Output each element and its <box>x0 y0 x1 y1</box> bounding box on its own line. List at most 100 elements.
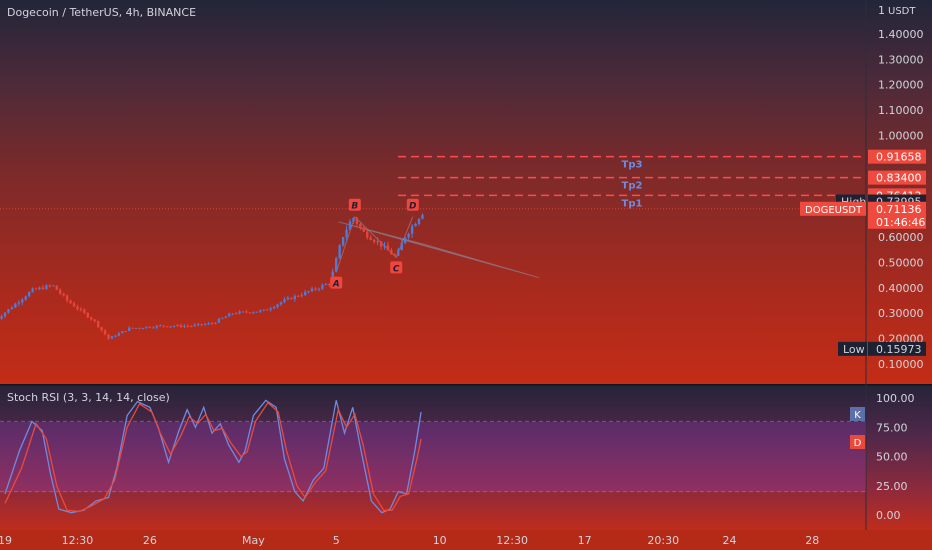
candle <box>303 291 307 296</box>
candles <box>0 213 424 340</box>
candle <box>259 310 262 312</box>
stoch-tick-label: 100.00 <box>876 392 915 405</box>
candle <box>69 300 72 304</box>
target-label-tp1: Tp1 <box>622 198 643 209</box>
candle <box>269 308 272 310</box>
stoch-legend-label-k: K <box>854 410 861 421</box>
stoch-legend-label-d: D <box>854 438 862 449</box>
candle <box>172 326 176 328</box>
candle <box>131 327 134 329</box>
candle <box>186 325 190 327</box>
candle <box>352 217 355 222</box>
candle <box>10 307 14 310</box>
pattern-point-label-c: C <box>393 264 400 274</box>
candle <box>7 309 10 313</box>
candle <box>38 287 41 290</box>
symbol-badge-label: DOGEUSDT <box>805 205 863 216</box>
candle <box>228 313 231 317</box>
price-tick-label: 1.30000 <box>878 53 924 66</box>
candle <box>410 226 414 234</box>
price-tick-label: 0.10000 <box>878 358 924 371</box>
candle <box>286 297 290 300</box>
stoch-tick-label: 50.00 <box>876 451 908 464</box>
stoch-tick-label: 75.00 <box>876 421 908 434</box>
time-tick-label: 10 <box>433 534 447 547</box>
candle <box>103 330 107 335</box>
candle <box>359 223 362 228</box>
current-price-badge <box>868 201 926 229</box>
candle <box>100 327 103 331</box>
candle <box>152 327 155 329</box>
candle <box>262 309 265 311</box>
candle <box>390 250 393 255</box>
low-value-label: 0.15973 <box>876 343 922 356</box>
candle <box>217 318 221 323</box>
candle <box>317 288 321 290</box>
candle <box>345 229 348 238</box>
price-tick-label: 1.00000 <box>878 129 924 142</box>
candle <box>159 325 162 327</box>
candle <box>148 326 152 328</box>
price-axis-badge-label: 0.83400 <box>876 172 922 185</box>
time-tick-label: May <box>242 534 265 547</box>
stoch-rsi-title[interactable]: Stoch RSI (3, 3, 14, 14, close) <box>7 391 170 404</box>
stoch-tick-label: 25.00 <box>876 480 908 493</box>
candle <box>128 327 131 332</box>
candle <box>307 291 310 293</box>
stoch-pane-background <box>0 385 932 530</box>
target-label-tp3: Tp3 <box>622 160 643 171</box>
candle <box>245 311 248 313</box>
candle <box>366 231 369 238</box>
candle <box>248 312 252 314</box>
candle <box>372 239 376 242</box>
candle <box>31 288 34 293</box>
candle <box>193 324 196 327</box>
candle <box>234 313 238 315</box>
candle <box>355 217 359 224</box>
candle <box>190 326 193 328</box>
time-tick-label: 28 <box>805 534 819 547</box>
candle <box>417 218 421 224</box>
symbol-title[interactable]: Dogecoin / TetherUS, 4h, BINANCE <box>7 6 197 19</box>
candle <box>14 303 17 308</box>
candle <box>297 295 300 297</box>
time-tick-label: 12:30 <box>62 534 94 547</box>
target-label-tp2: Tp2 <box>622 181 643 192</box>
stoch-band-fill <box>0 422 866 492</box>
candle <box>328 284 331 286</box>
candle <box>197 323 200 325</box>
candle <box>400 242 403 251</box>
candle <box>338 245 341 259</box>
pattern-point-label-d: D <box>409 202 417 212</box>
candle <box>272 306 276 309</box>
candle <box>421 214 424 219</box>
candle <box>221 317 224 319</box>
candle <box>393 254 397 256</box>
candle <box>290 297 293 300</box>
candle <box>45 285 48 290</box>
candle <box>138 327 141 329</box>
candle <box>252 312 255 314</box>
candle <box>407 233 410 238</box>
candle <box>134 327 138 329</box>
symbol-badge <box>800 201 866 216</box>
candle <box>162 325 165 327</box>
time-tick-label: 19 <box>0 534 12 547</box>
low-badge-label: Low <box>843 343 865 356</box>
candle <box>93 319 96 322</box>
low-badge <box>838 341 867 356</box>
candle <box>255 311 259 313</box>
candle <box>59 289 62 294</box>
time-tick-label: 26 <box>143 534 157 547</box>
candle <box>335 258 338 272</box>
candle <box>279 302 283 305</box>
candle <box>348 221 352 230</box>
currency-label: USDT <box>888 6 916 17</box>
stoch-legend-badge-d <box>850 435 865 449</box>
stoch-series-d <box>4 401 422 513</box>
pattern-point-marker-a <box>330 276 343 289</box>
candle <box>169 326 172 328</box>
candle <box>86 312 89 318</box>
price-tick-label: 0.40000 <box>878 282 924 295</box>
